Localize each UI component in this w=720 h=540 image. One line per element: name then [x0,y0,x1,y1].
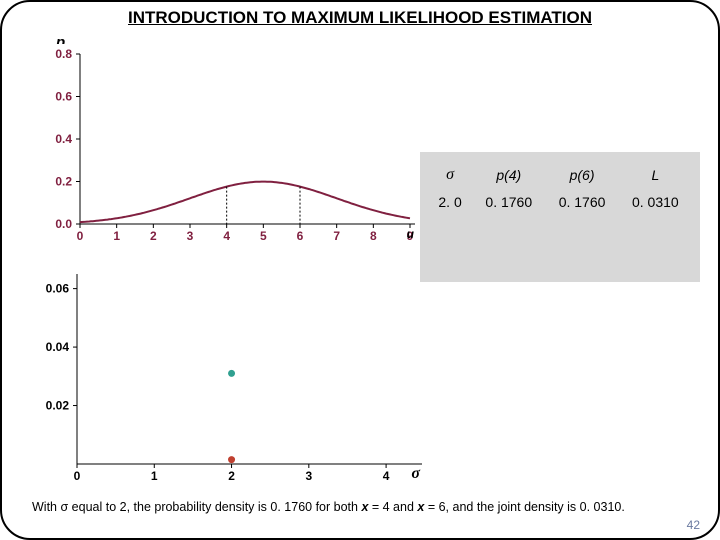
svg-text:1: 1 [113,229,120,243]
density-chart-plot: 0.00.20.40.60.8 0123456789 u [55,47,415,243]
svg-text:0: 0 [77,229,84,243]
normal-curve [80,182,410,223]
slide-frame: INTRODUCTION TO MAXIMUM LIKELIHOOD ESTIM… [0,0,720,540]
baseline-point [228,456,235,463]
likelihood-chart-plot: 0.02 0.04 0.06 0 1 2 3 4 σ [46,274,422,483]
likelihood-table: σ p(4) p(6) L 2. 0 0. 1760 0. 1760 0. 03… [428,162,692,216]
cell-sigma: 2. 0 [428,188,472,216]
svg-text:0.06: 0.06 [46,282,70,296]
svg-text:2: 2 [150,229,157,243]
svg-text:3: 3 [305,469,312,483]
svg-text:8: 8 [370,229,377,243]
likelihood-chart: 0.02 0.04 0.06 0 1 2 3 4 σ [22,264,427,484]
svg-text:0: 0 [74,469,81,483]
cell-L: 0. 0310 [619,188,692,216]
svg-text:0.8: 0.8 [55,47,72,61]
joint-density-point [228,370,235,377]
svg-text:3: 3 [187,229,194,243]
svg-text:6: 6 [297,229,304,243]
table-row: 2. 0 0. 1760 0. 1760 0. 0310 [428,188,692,216]
caption-text: With σ equal to 2, the probability densi… [32,500,688,516]
svg-text:4: 4 [383,469,390,483]
svg-text:7: 7 [333,229,340,243]
col-L: L [619,162,692,188]
svg-text:0.0: 0.0 [55,217,72,231]
likelihood-table-panel: σ p(4) p(6) L 2. 0 0. 1760 0. 1760 0. 03… [420,152,700,282]
page-number: 42 [687,518,700,532]
caption-eq6: = 6, and the joint density is 0. 0310. [424,500,624,514]
svg-text:0.2: 0.2 [55,175,72,189]
svg-text:0.04: 0.04 [46,340,70,354]
caption-part1: With σ equal to 2, the probability densi… [32,500,361,514]
svg-text:5: 5 [260,229,267,243]
svg-text:2: 2 [228,469,235,483]
table-header-row: σ p(4) p(6) L [428,162,692,188]
caption-eq4: = 4 and [368,500,417,514]
col-p6: p(6) [545,162,618,188]
svg-text:0.6: 0.6 [55,90,72,104]
x-axis-suffix-u: u [407,227,415,241]
svg-text:0.02: 0.02 [46,399,70,413]
svg-text:4: 4 [223,229,230,243]
col-sigma: σ [428,162,472,188]
slide-title: INTRODUCTION TO MAXIMUM LIKELIHOOD ESTIM… [2,8,718,28]
density-chart: 0.00.20.40.60.8 0123456789 u [40,44,420,244]
cell-p4: 0. 1760 [472,188,545,216]
cell-p6: 0. 1760 [545,188,618,216]
svg-text:1: 1 [151,469,158,483]
svg-text:0.4: 0.4 [55,132,72,146]
col-p4: p(4) [472,162,545,188]
x-axis-suffix-sigma: σ [411,465,420,482]
